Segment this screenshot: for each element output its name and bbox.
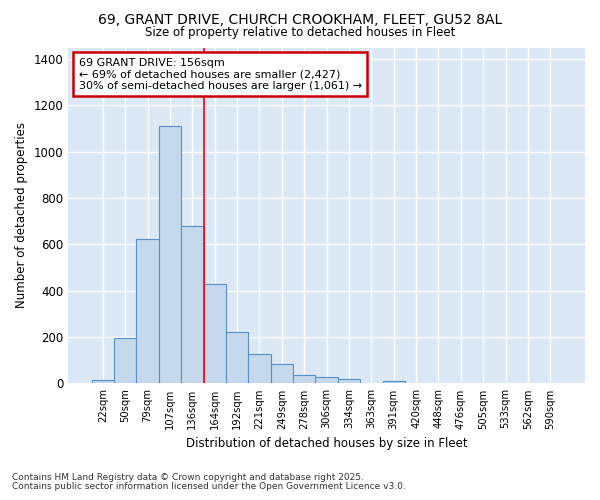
Text: 69, GRANT DRIVE, CHURCH CROOKHAM, FLEET, GU52 8AL: 69, GRANT DRIVE, CHURCH CROOKHAM, FLEET,…: [98, 12, 502, 26]
X-axis label: Distribution of detached houses by size in Fleet: Distribution of detached houses by size …: [186, 437, 467, 450]
Bar: [338, 379, 360, 384]
Bar: [248, 354, 271, 384]
Bar: [181, 226, 203, 384]
Bar: [271, 364, 293, 384]
Bar: [136, 238, 159, 384]
Bar: [159, 126, 181, 384]
Bar: [92, 380, 114, 384]
Bar: [203, 284, 226, 384]
Bar: [316, 377, 338, 384]
Text: Size of property relative to detached houses in Fleet: Size of property relative to detached ho…: [145, 26, 455, 39]
Text: 69 GRANT DRIVE: 156sqm
← 69% of detached houses are smaller (2,427)
30% of semi-: 69 GRANT DRIVE: 156sqm ← 69% of detached…: [79, 58, 362, 91]
Bar: [114, 338, 136, 384]
Text: Contains public sector information licensed under the Open Government Licence v3: Contains public sector information licen…: [12, 482, 406, 491]
Bar: [226, 332, 248, 384]
Y-axis label: Number of detached properties: Number of detached properties: [15, 122, 28, 308]
Text: Contains HM Land Registry data © Crown copyright and database right 2025.: Contains HM Land Registry data © Crown c…: [12, 474, 364, 482]
Bar: [293, 376, 316, 384]
Bar: [383, 380, 405, 384]
